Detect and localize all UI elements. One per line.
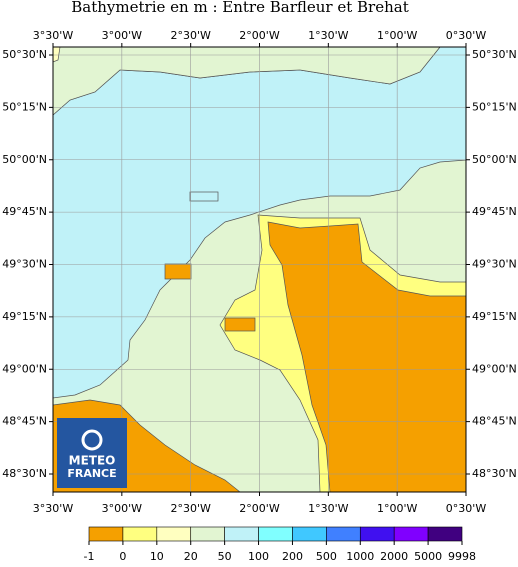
colorbar-label: 100 bbox=[248, 550, 269, 563]
colorbar-segment bbox=[88, 526, 124, 542]
lat-label-right: 50°30'N bbox=[472, 48, 517, 61]
colorbar-segment bbox=[292, 526, 327, 542]
colorbar-segment bbox=[359, 526, 395, 542]
colorbar-segment bbox=[122, 526, 158, 542]
colorbar-label: 5000 bbox=[414, 550, 442, 563]
lat-label-left: 49°30'N bbox=[2, 258, 47, 271]
lon-label-bottom: 2°00'W bbox=[239, 502, 280, 515]
deep-patch bbox=[189, 191, 219, 202]
lon-label-top: 3°30'W bbox=[33, 29, 74, 42]
logo-line2: FRANCE bbox=[67, 467, 116, 480]
colorbar-segment bbox=[326, 526, 361, 542]
map-area bbox=[52, 46, 467, 493]
lon-label-top: 2°30'W bbox=[170, 29, 211, 42]
lon-label-bottom: 3°30'W bbox=[33, 502, 74, 515]
colorbar-label: 1000 bbox=[346, 550, 374, 563]
lon-label-bottom: 3°00'W bbox=[102, 502, 143, 515]
lat-label-left: 50°15'N bbox=[2, 100, 47, 113]
lat-label-right: 49°00'N bbox=[472, 362, 517, 375]
lat-label-left: 49°00'N bbox=[2, 362, 47, 375]
lon-label-bottom: 1°00'W bbox=[377, 502, 418, 515]
colorbar-segment bbox=[224, 526, 259, 542]
colorbar-label: 0 bbox=[119, 550, 126, 563]
colorbar-segment bbox=[156, 526, 192, 542]
lat-label-right: 50°00'N bbox=[472, 153, 517, 166]
colorbar-label: 500 bbox=[316, 550, 337, 563]
logo-icon bbox=[81, 429, 103, 451]
colorbar-label: -1 bbox=[84, 550, 95, 563]
guernsey bbox=[164, 263, 192, 280]
lat-label-left: 48°45'N bbox=[2, 415, 47, 428]
lat-label-left: 50°30'N bbox=[2, 48, 47, 61]
map-title: Bathymetrie en m : Entre Barfleur et Bre… bbox=[71, 0, 408, 16]
logo: METEO FRANCE bbox=[57, 418, 127, 488]
colorbar-segment bbox=[393, 526, 429, 542]
colorbar-label: 200 bbox=[282, 550, 303, 563]
colorbar-segment bbox=[258, 526, 293, 542]
lat-label-left: 48°30'N bbox=[2, 467, 47, 480]
colorbar-label: 9998 bbox=[448, 550, 476, 563]
lat-label-right: 49°45'N bbox=[472, 205, 517, 218]
lon-label-bottom: 2°30'W bbox=[170, 502, 211, 515]
lat-label-left: 50°00'N bbox=[2, 153, 47, 166]
english-shelf bbox=[52, 46, 441, 116]
lon-label-top: 1°30'W bbox=[308, 29, 349, 42]
lon-label-top: 0°30'W bbox=[446, 29, 487, 42]
jersey bbox=[224, 317, 256, 332]
lon-label-top: 2°00'W bbox=[239, 29, 280, 42]
colorbar-segment bbox=[190, 526, 225, 542]
lon-label-bottom: 0°30'W bbox=[446, 502, 487, 515]
colorbar-label: 50 bbox=[218, 550, 232, 563]
colorbar-label: 2000 bbox=[380, 550, 408, 563]
lon-label-top: 1°00'W bbox=[377, 29, 418, 42]
lat-label-right: 50°15'N bbox=[472, 100, 517, 113]
lon-label-top: 3°00'W bbox=[102, 29, 143, 42]
lat-label-right: 49°15'N bbox=[472, 310, 517, 323]
lat-label-right: 49°30'N bbox=[472, 258, 517, 271]
lon-label-bottom: 1°30'W bbox=[308, 502, 349, 515]
colorbar-label: 10 bbox=[150, 550, 164, 563]
lat-label-right: 48°30'N bbox=[472, 467, 517, 480]
colorbar-segment bbox=[427, 526, 463, 542]
lat-label-right: 48°45'N bbox=[472, 415, 517, 428]
colorbar-label: 20 bbox=[184, 550, 198, 563]
lat-label-left: 49°45'N bbox=[2, 205, 47, 218]
colorbar: -1 0 10 20 50 100 200 500 1000 2000 5000 9998 bbox=[84, 526, 476, 563]
lat-label-left: 49°15'N bbox=[2, 310, 47, 323]
logo-line1: METEO bbox=[69, 454, 116, 468]
